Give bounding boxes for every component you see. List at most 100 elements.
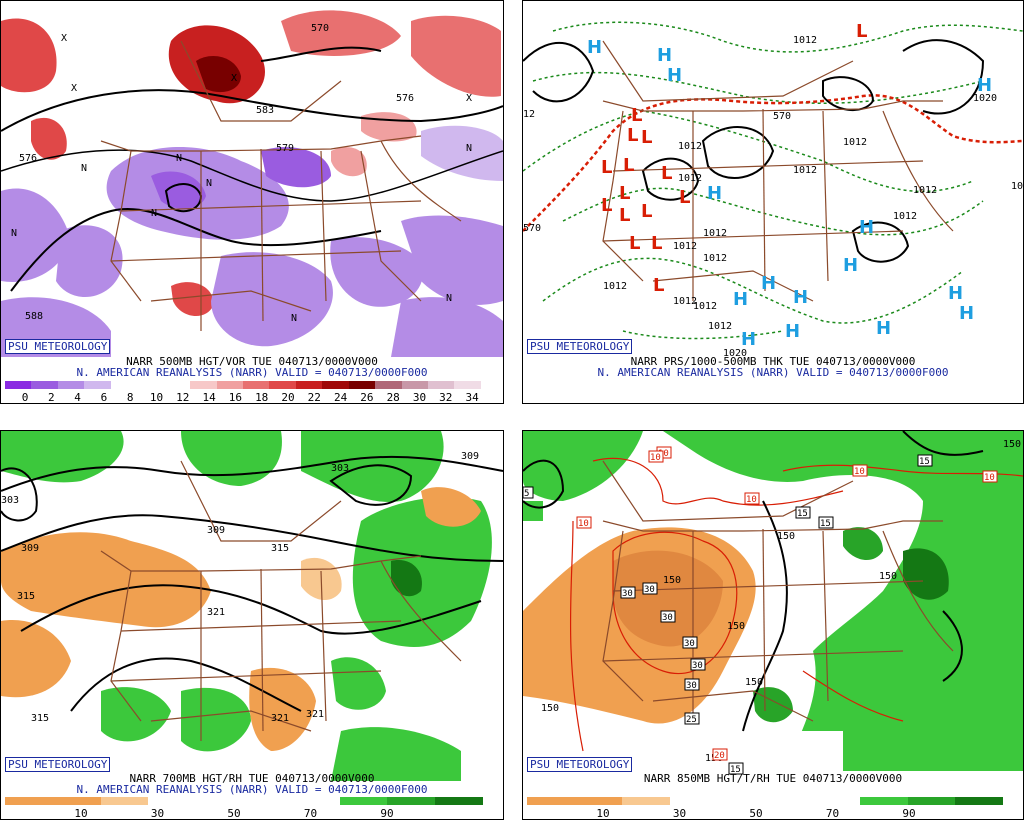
svg-text:150: 150 — [663, 575, 681, 586]
svg-text:1012: 1012 — [603, 281, 627, 292]
colorbar-swatch — [269, 381, 296, 389]
colorbar-swatch — [110, 381, 138, 389]
svg-text:150: 150 — [745, 677, 763, 688]
colorbar-tick-label: 30 — [412, 391, 427, 404]
svg-text:1012: 1012 — [708, 321, 732, 332]
svg-text:321: 321 — [306, 709, 324, 720]
svg-text:5: 5 — [524, 489, 529, 499]
colorbar-swatch — [148, 797, 197, 805]
svg-text:321: 321 — [271, 713, 289, 724]
svg-text:N: N — [176, 153, 182, 164]
colorbar-swatch — [100, 797, 149, 805]
svg-text:N: N — [151, 208, 157, 219]
colorbar-swatch — [322, 381, 349, 389]
caption-valid: N. AMERICAN REANALYSIS (NARR) VALID = 04… — [76, 783, 428, 796]
colorbar-tick-label: 70 — [825, 807, 840, 820]
colorbar-tick-label: 0 — [21, 391, 29, 404]
colorbar-swatch — [622, 797, 670, 805]
low-icon: L — [623, 155, 634, 176]
low-icon: L — [856, 21, 867, 42]
colorbar-swatch — [190, 381, 217, 389]
temperature-label-boxes: 10 10 10 10 10 15 15 15 30 30 30 30 30 3… — [523, 446, 998, 775]
svg-text:309: 309 — [21, 543, 39, 554]
low-icon: L — [661, 163, 672, 184]
svg-text:12: 12 — [523, 109, 535, 120]
low-icon: L — [641, 127, 652, 148]
svg-text:30: 30 — [684, 639, 695, 649]
low-icon: L — [629, 233, 640, 254]
colorbar-swatch — [764, 797, 813, 805]
colorbar-swatch — [243, 797, 292, 805]
colorbar-swatch — [163, 381, 191, 389]
svg-text:N: N — [291, 313, 297, 324]
moist-region-east — [663, 431, 1023, 771]
high-icon: H — [667, 65, 682, 86]
svg-text:15: 15 — [919, 457, 930, 467]
psu-meteorology-badge: PSU METEOROLOGY — [5, 757, 111, 772]
svg-text:N: N — [81, 163, 87, 174]
svg-text:1012: 1012 — [793, 165, 817, 176]
svg-text:1012: 1012 — [693, 301, 717, 312]
svg-text:576: 576 — [19, 153, 37, 164]
vorticity-colorbar — [5, 381, 481, 389]
svg-text:25: 25 — [686, 715, 697, 725]
svg-text:15: 15 — [820, 519, 831, 529]
colorbar-swatch — [401, 381, 428, 389]
rh-colorbar — [5, 797, 483, 805]
colorbar-swatch — [669, 797, 718, 805]
svg-text:10: 10 — [984, 473, 995, 483]
colorbar-swatch — [428, 381, 455, 389]
colorbar-tick-label: 12 — [176, 391, 190, 404]
svg-text:1012: 1012 — [673, 241, 697, 252]
colorbar-tick-label: 50 — [227, 807, 241, 820]
vorticity-colorbar-ticks: 0 2 4 6 8 10 12 14 16 18 20 22 24 26 28 30 32 34 — [1, 391, 503, 403]
svg-text:10: 10 — [650, 453, 661, 463]
high-icon: H — [876, 318, 891, 339]
svg-text:1012: 1012 — [703, 228, 727, 239]
caption-title: NARR 700MB HGT/RH TUE 040713/0000V000 — [129, 772, 375, 785]
svg-text:10: 10 — [746, 495, 757, 505]
colorbar-tick-label: 18 — [255, 391, 269, 404]
colorbar-swatch — [216, 381, 243, 389]
svg-text:150: 150 — [727, 621, 745, 632]
low-icon: L — [619, 205, 630, 226]
svg-text:10: 10 — [854, 467, 865, 477]
svg-text:150: 150 — [541, 703, 559, 714]
colorbar-tick-label: 24 — [333, 391, 348, 404]
colorbar-swatch — [454, 381, 481, 389]
rh-colorbar-ticks: 10 30 50 70 90 — [523, 807, 1023, 819]
psu-meteorology-badge: PSU METEOROLOGY — [527, 339, 633, 354]
colorbar-swatch — [717, 797, 765, 805]
high-icon: H — [657, 45, 672, 66]
colorbar-swatch — [57, 381, 85, 389]
colorbar-tick-label: 32 — [439, 391, 453, 404]
svg-text:30: 30 — [686, 681, 697, 691]
colorbar-swatch — [196, 797, 244, 805]
colorbar-tick-label: 30 — [672, 807, 687, 820]
caption-title: NARR PRS/1000-500MB THK TUE 040713/0000V… — [630, 355, 916, 368]
svg-text:15: 15 — [730, 765, 741, 775]
svg-text:570: 570 — [311, 23, 329, 34]
svg-text:150: 150 — [777, 531, 795, 542]
colorbar-tick-label: 34 — [465, 391, 479, 404]
state-borders — [100, 460, 462, 741]
svg-text:1020: 1020 — [973, 93, 997, 104]
low-icon: L — [653, 275, 664, 296]
colorbar-swatch — [137, 381, 164, 389]
high-icon: H — [793, 287, 808, 308]
svg-text:10: 10 — [1011, 181, 1023, 192]
svg-text:1012: 1012 — [678, 173, 702, 184]
svg-text:15: 15 — [797, 509, 808, 519]
colorbar-tick-label: 28 — [386, 391, 400, 404]
colorbar-tick-label: 14 — [202, 391, 216, 404]
svg-text:30: 30 — [622, 589, 633, 599]
low-icon: L — [631, 105, 642, 126]
svg-text:20: 20 — [714, 751, 725, 761]
colorbar-swatch — [387, 797, 436, 805]
colorbar-tick-label: 10 — [596, 807, 610, 820]
colorbar-swatch — [574, 797, 623, 805]
colorbar-tick-label: 30 — [150, 807, 165, 820]
